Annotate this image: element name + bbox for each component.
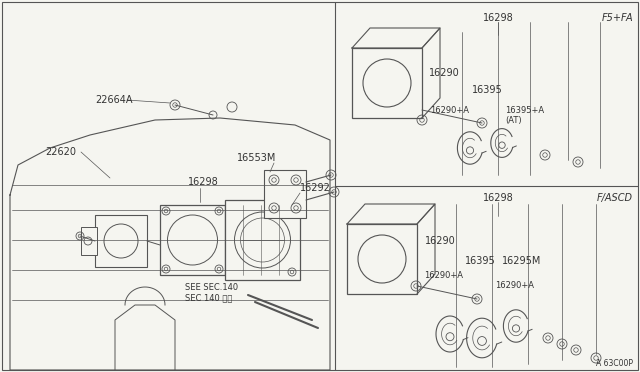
Bar [81,227,97,255]
Bar [347,224,417,294]
Text: 16298: 16298 [483,13,513,23]
Text: (AT): (AT) [505,115,522,125]
Text: F5+FA: F5+FA [602,13,633,23]
Text: SEC 140 参照: SEC 140 参照 [185,294,232,302]
Text: A 63C00P: A 63C00P [596,359,633,368]
Text: 16290+A: 16290+A [495,282,534,291]
Text: 16298: 16298 [483,193,513,203]
Bar [225,200,300,280]
Text: 16395: 16395 [465,256,496,266]
Text: 16298: 16298 [188,177,219,187]
Text: 16295M: 16295M [502,256,541,266]
Text: 16290+A: 16290+A [424,272,463,280]
Bar [95,215,147,267]
Text: 16290: 16290 [429,68,460,78]
Text: 22620: 22620 [45,147,76,157]
Text: 22664A: 22664A [95,95,132,105]
Bar [160,205,225,275]
Text: SEE SEC.140: SEE SEC.140 [185,283,238,292]
Text: F/ASCD: F/ASCD [597,193,633,203]
Text: 16395+A: 16395+A [505,106,544,115]
Text: 16290: 16290 [425,236,456,246]
Text: 16395: 16395 [472,85,503,95]
Text: 16553M: 16553M [237,153,276,163]
Text: 16290+A: 16290+A [430,106,469,115]
Bar [264,170,306,218]
Text: 16292: 16292 [300,183,331,193]
Bar [352,48,422,118]
